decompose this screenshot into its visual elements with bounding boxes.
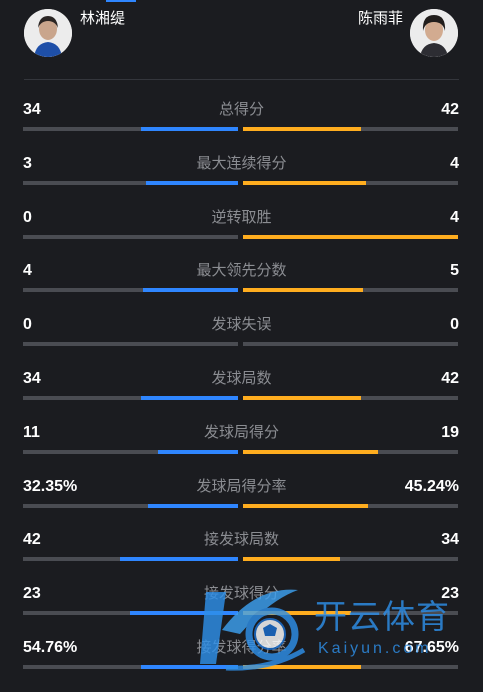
left-comparison-bar bbox=[23, 396, 238, 400]
stat-label: 接发球得分 bbox=[203, 585, 279, 603]
right-player-value: 5 bbox=[450, 262, 459, 280]
right-comparison-bar bbox=[243, 396, 458, 400]
right-player-value: 67.65% bbox=[404, 639, 459, 656]
left-player-value: 54.76% bbox=[23, 639, 78, 656]
left-comparison-bar bbox=[23, 288, 238, 293]
stat-row: 发球失误 0 0 bbox=[0, 315, 483, 369]
right-bar-fill bbox=[243, 180, 366, 185]
left-player-value: 32.35% bbox=[23, 477, 78, 495]
right-player-name: 陈雨菲 bbox=[357, 10, 403, 27]
players-header: 林湘缇 陈雨菲 bbox=[0, 0, 483, 80]
right-bar-fill bbox=[243, 127, 361, 131]
right-player-value: 23 bbox=[441, 585, 459, 603]
left-player-value: 0 bbox=[23, 316, 32, 334]
left-player-value: 11 bbox=[23, 423, 40, 441]
right-player-value: 34 bbox=[441, 531, 459, 549]
player-photo-icon bbox=[410, 9, 458, 57]
left-comparison-bar bbox=[23, 503, 238, 508]
left-comparison-bar bbox=[23, 342, 238, 347]
left-player-value: 34 bbox=[23, 101, 41, 118]
stat-row: 发球局得分 11 19 bbox=[0, 423, 483, 477]
right-bar-fill bbox=[243, 503, 368, 508]
right-comparison-bar bbox=[243, 180, 458, 185]
left-bar-fill bbox=[120, 557, 238, 562]
right-player-value: 45.24% bbox=[404, 477, 459, 495]
left-player-value: 42 bbox=[23, 531, 41, 549]
player-photo-icon bbox=[24, 9, 72, 57]
left-bar-fill bbox=[141, 665, 238, 669]
stat-label: 发球局数 bbox=[211, 370, 272, 387]
right-comparison-bar bbox=[243, 234, 458, 239]
left-bar-fill bbox=[146, 180, 238, 185]
stat-label: 总得分 bbox=[218, 101, 264, 118]
left-bar-fill bbox=[130, 611, 238, 616]
right-player-value: 0 bbox=[450, 316, 459, 334]
right-bar-fill bbox=[243, 557, 340, 562]
right-bar-fill bbox=[243, 396, 361, 400]
right-player-value: 42 bbox=[441, 370, 459, 387]
left-player-value: 34 bbox=[23, 370, 41, 387]
right-comparison-bar bbox=[243, 611, 458, 616]
left-bar-fill bbox=[143, 288, 238, 293]
active-tab-indicator bbox=[106, 0, 136, 2]
header-divider bbox=[24, 79, 459, 80]
stat-row: 最大连续得分 3 4 bbox=[0, 154, 483, 208]
left-comparison-bar bbox=[23, 180, 238, 185]
left-bar-fill bbox=[158, 449, 238, 454]
right-player-value: 4 bbox=[450, 208, 459, 226]
stat-row: 逆转取胜 0 4 bbox=[0, 208, 483, 262]
stat-label: 逆转取胜 bbox=[211, 208, 272, 226]
left-comparison-bar bbox=[23, 449, 238, 454]
right-bar-fill bbox=[243, 611, 351, 616]
stat-row: 接发球得分率 54.76% 67.65% bbox=[0, 638, 483, 692]
stat-label: 接发球局数 bbox=[203, 531, 279, 549]
left-comparison-bar bbox=[23, 127, 238, 131]
left-comparison-bar bbox=[23, 611, 238, 616]
left-bar-fill bbox=[141, 396, 238, 400]
stat-row: 接发球得分 23 23 bbox=[0, 584, 483, 638]
right-player-value: 4 bbox=[450, 154, 459, 172]
left-comparison-bar bbox=[23, 557, 238, 562]
stat-label: 最大领先分数 bbox=[196, 262, 287, 280]
left-player-name: 林湘缇 bbox=[80, 10, 126, 27]
right-comparison-bar bbox=[243, 288, 458, 293]
stat-label: 发球局得分率 bbox=[196, 477, 287, 495]
left-player-value: 4 bbox=[23, 262, 32, 280]
right-player-value: 42 bbox=[441, 101, 459, 118]
left-player-value: 3 bbox=[23, 154, 32, 172]
stat-row: 发球局得分率 32.35% 45.24% bbox=[0, 477, 483, 531]
right-comparison-bar bbox=[243, 449, 458, 454]
stat-row: 最大领先分数 4 5 bbox=[0, 261, 483, 315]
stat-row: 总得分 34 42 bbox=[0, 100, 483, 154]
stat-row: 发球局数 34 42 bbox=[0, 369, 483, 423]
stat-label: 发球局得分 bbox=[203, 423, 279, 441]
right-player-avatar[interactable] bbox=[410, 9, 458, 57]
right-player-value: 19 bbox=[441, 423, 459, 441]
left-player-avatar[interactable] bbox=[24, 9, 72, 57]
right-comparison-bar bbox=[243, 342, 458, 347]
right-comparison-bar bbox=[243, 557, 458, 562]
right-comparison-bar bbox=[243, 503, 458, 508]
right-bar-fill bbox=[243, 665, 361, 669]
left-comparison-bar bbox=[23, 665, 238, 669]
right-bar-fill bbox=[243, 234, 458, 239]
stat-label: 发球失误 bbox=[211, 316, 272, 334]
left-player-value: 0 bbox=[23, 208, 32, 226]
left-comparison-bar bbox=[23, 234, 238, 239]
left-bar-fill bbox=[141, 127, 238, 131]
stat-row: 接发球局数 42 34 bbox=[0, 530, 483, 584]
right-bar-fill bbox=[243, 288, 363, 293]
right-comparison-bar bbox=[243, 665, 458, 669]
left-player-value: 23 bbox=[23, 585, 41, 603]
stat-label: 最大连续得分 bbox=[196, 154, 287, 172]
right-bar-fill bbox=[243, 449, 378, 454]
right-comparison-bar bbox=[243, 127, 458, 131]
left-bar-fill bbox=[148, 503, 238, 508]
